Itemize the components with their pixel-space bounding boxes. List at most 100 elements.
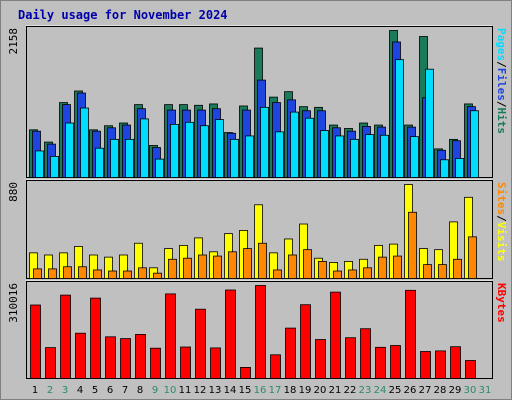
x-tick-label-3: 3 [62, 385, 68, 396]
bot_panel-bar-kbytes-28 [435, 350, 446, 379]
top_panel-bar-pages-7 [125, 138, 134, 178]
bot_panel-bar-kbytes-3 [60, 294, 71, 379]
top_panel-bar-pages-17 [275, 131, 284, 178]
mid_panel-series-label-sites: Sites [495, 182, 508, 215]
x-tick-label-5: 5 [92, 385, 98, 396]
mid_panel-bar-sites-12 [198, 254, 207, 279]
top_panel-bar-pages-10 [170, 123, 179, 178]
top_panel-bar-pages-9 [155, 158, 164, 178]
x-tick-label-9: 9 [152, 385, 158, 396]
x-tick-label-15: 15 [239, 385, 252, 396]
bot_panel-bar-kbytes-12 [195, 308, 206, 379]
x-tick-label-1: 1 [32, 385, 38, 396]
top_panel-bar-pages-25 [395, 59, 404, 178]
mid_panel-bar-sites-17 [273, 269, 282, 279]
mid_panel-bar-sites-7 [123, 270, 132, 279]
top_panel-bar-pages-19 [305, 117, 314, 178]
bot_panel-bar-kbytes-18 [285, 327, 296, 379]
bot_panel-bar-kbytes-15 [240, 367, 251, 379]
x-tick-label-20: 20 [314, 385, 327, 396]
x-tick-label-16: 16 [254, 385, 267, 396]
x-tick-label-28: 28 [434, 385, 447, 396]
bot_panel-bar-kbytes-17 [270, 354, 281, 379]
mid_panel-bar-sites-10 [168, 258, 177, 279]
x-tick-label-19: 19 [299, 385, 312, 396]
top_panel-bar-pages-26 [410, 136, 419, 178]
bot_panel-bar-kbytes-13 [210, 347, 221, 379]
x-tick-label-31: 31 [479, 385, 492, 396]
top_panel-series-label-pages: Pages [495, 28, 508, 61]
bot_panel-bar-kbytes-16 [255, 285, 266, 379]
top_panel-bar-pages-16 [260, 106, 269, 178]
bot_panel-bar-kbytes-1 [30, 304, 41, 379]
x-tick-label-21: 21 [329, 385, 342, 396]
bot_panel-bar-kbytes-26 [405, 289, 416, 379]
mid_panel-bar-sites-8 [138, 267, 147, 279]
x-tick-label-24: 24 [374, 385, 387, 396]
bot_panel-bar-kbytes-4 [75, 332, 86, 379]
top_panel-bar-pages-8 [140, 118, 149, 178]
x-tick-label-27: 27 [419, 385, 432, 396]
mid_panel-bar-sites-26 [408, 211, 417, 279]
x-tick-label-25: 25 [389, 385, 402, 396]
mid_panel-bar-sites-23 [363, 267, 372, 279]
top_panel-bar-pages-3 [65, 122, 74, 178]
x-tick-label-10: 10 [164, 385, 177, 396]
bot_panel-bar-kbytes-29 [450, 346, 461, 379]
bot_panel-bar-kbytes-6 [105, 336, 116, 379]
x-tick-label-17: 17 [269, 385, 282, 396]
bot_panel-ymax-label: 310016 [7, 283, 20, 323]
x-tick-label-12: 12 [194, 385, 207, 396]
mid_panel-bar-sites-3 [63, 266, 72, 279]
bot_panel-series-label: KBytes [495, 283, 508, 323]
bot_panel-bar-kbytes-7 [120, 338, 131, 379]
top_panel-bar-pages-14 [230, 138, 239, 178]
mid_panel-bar-sites-24 [378, 256, 387, 279]
top_panel-bar-pages-4 [80, 107, 89, 178]
bot_panel-bar-kbytes-8 [135, 334, 146, 379]
top_panel-series-label-hits: Hits [495, 108, 508, 135]
top_panel-series-label-files: Files [495, 68, 508, 101]
mid_panel-bar-sites-18 [288, 254, 297, 279]
bot_panel-bar-kbytes-10 [165, 293, 176, 379]
x-tick-label-8: 8 [137, 385, 143, 396]
mid_panel-bar-sites-30 [468, 236, 477, 279]
mid_panel-bar-sites-20 [318, 261, 327, 279]
bot_panel-bar-kbytes-22 [345, 337, 356, 379]
bot_panel-bar-kbytes-27 [420, 351, 431, 379]
x-tick-label-6: 6 [107, 385, 113, 396]
x-tick-label-22: 22 [344, 385, 357, 396]
mid_panel-bar-sites-1 [33, 268, 42, 279]
mid_panel-bar-sites-21 [333, 270, 342, 279]
x-tick-label-13: 13 [209, 385, 222, 396]
bot_panel-bar-kbytes-14 [225, 289, 236, 379]
mid_panel-bar-sites-6 [108, 270, 117, 279]
bot_panel-bar-kbytes-21 [330, 291, 341, 379]
x-tick-label-7: 7 [122, 385, 128, 396]
mid_panel-bar-sites-29 [453, 258, 462, 279]
mid_panel-series-label: Sites/Visits [495, 182, 508, 262]
top_panel-bar-pages-28 [440, 159, 449, 178]
x-tick-label-18: 18 [284, 385, 297, 396]
mid_panel-bar-sites-13 [213, 255, 222, 279]
mid_panel-bar-sites-5 [93, 269, 102, 279]
mid_panel-bar-sites-15 [243, 248, 252, 279]
bot_panel-bar-kbytes-23 [360, 328, 371, 379]
bot_panel-bar-kbytes-25 [390, 345, 401, 379]
bot_panel-series-label-kbytes: KBytes [495, 283, 508, 323]
mid_panel-bar-sites-4 [78, 266, 87, 279]
bot_panel-bar-kbytes-9 [150, 347, 161, 379]
mid_panel-bar-sites-2 [48, 268, 57, 279]
chart-title: Daily usage for November 2024 [18, 8, 228, 22]
top_panel-bar-pages-12 [200, 125, 209, 178]
mid_panel-bar-sites-11 [183, 257, 192, 279]
bot_panel-bar-kbytes-11 [180, 346, 191, 379]
top_panel-bar-pages-1 [35, 150, 44, 178]
top_panel-bar-pages-24 [380, 134, 389, 178]
mid_panel-bar-sites-27 [423, 264, 432, 279]
x-tick-label-29: 29 [449, 385, 462, 396]
x-tick-label-4: 4 [77, 385, 83, 396]
mid_panel-bar-sites-16 [258, 242, 267, 279]
bot_panel-bar-kbytes-2 [45, 347, 56, 379]
x-tick-label-11: 11 [179, 385, 192, 396]
